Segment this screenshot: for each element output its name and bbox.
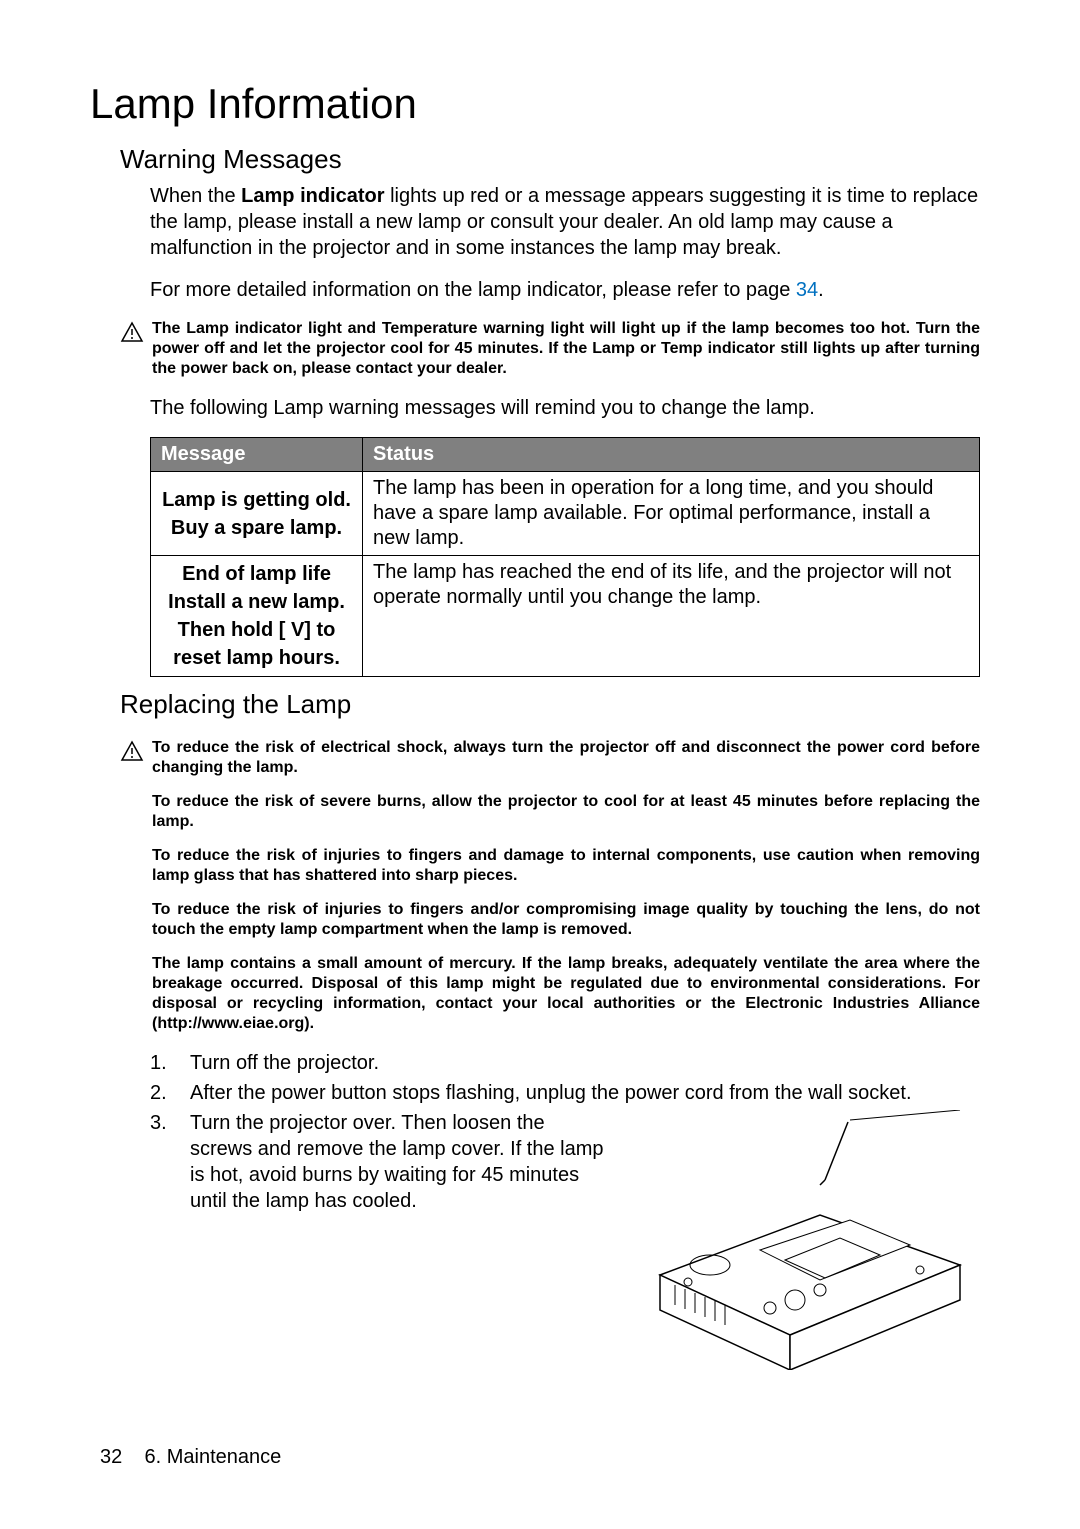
warning-text: The Lamp indicator light and Temperature… (152, 319, 980, 379)
section-replacing-heading: Replacing the Lamp (120, 689, 980, 720)
status-cell: The lamp has reached the end of its life… (363, 556, 980, 677)
msg-line: Lamp is getting old. (162, 489, 351, 511)
warning-text: To reduce the risk of electrical shock, … (152, 738, 980, 1034)
msg-line: End of lamp life (182, 563, 331, 585)
step-number: 2. (150, 1080, 190, 1106)
warning-icon (120, 740, 144, 767)
section-warning-heading: Warning Messages (120, 144, 980, 175)
warning-line: To reduce the risk of injuries to finger… (152, 900, 980, 940)
text: . (818, 279, 824, 301)
step-1: 1. Turn off the projector. (150, 1050, 980, 1076)
message-cell: Lamp is getting old. Buy a spare lamp. (151, 472, 363, 556)
page-title: Lamp Information (90, 80, 980, 128)
table-row: End of lamp life Install a new lamp. The… (151, 556, 980, 677)
step-2: 2. After the power button stops flashing… (150, 1080, 980, 1106)
step-number: 3. (150, 1110, 190, 1370)
message-cell: End of lamp life Install a new lamp. The… (151, 556, 363, 677)
text: When the (150, 185, 241, 207)
msg-line: Buy a spare lamp. (171, 517, 342, 539)
chapter-label: 6. Maintenance (144, 1446, 281, 1468)
page-reference-link[interactable]: 34 (796, 279, 818, 301)
warning-line: To reduce the risk of severe burns, allo… (152, 792, 980, 832)
warning-para-3: The following Lamp warning messages will… (150, 395, 980, 421)
warning-line: To reduce the risk of electrical shock, … (152, 738, 980, 778)
warning-icon (120, 321, 144, 348)
warning-para-1: When the Lamp indicator lights up red or… (150, 183, 980, 261)
text: For more detailed information on the lam… (150, 279, 796, 301)
status-cell: The lamp has been in operation for a lon… (363, 472, 980, 556)
warning-line: The Lamp indicator light and Temperature… (152, 319, 980, 379)
step-text: Turn the projector over. Then loosen the… (190, 1110, 620, 1370)
step-3: 3. Turn the projector over. Then loosen … (150, 1110, 980, 1370)
page-number: 32 (100, 1446, 122, 1468)
page-footer: 32 6. Maintenance (100, 1446, 281, 1469)
msg-line: Install a new lamp. (168, 591, 345, 613)
bold-text: Lamp indicator (241, 185, 384, 207)
lamp-messages-table: Message Status Lamp is getting old. Buy … (150, 437, 980, 677)
step-text: Turn off the projector. (190, 1050, 980, 1076)
step-number: 1. (150, 1050, 190, 1076)
warning-callout-1: The Lamp indicator light and Temperature… (120, 319, 980, 379)
table-header-message: Message (151, 438, 363, 472)
step-text: After the power button stops flashing, u… (190, 1080, 980, 1106)
warning-line: To reduce the risk of injuries to finger… (152, 846, 980, 886)
warning-line: The lamp contains a small amount of merc… (152, 954, 980, 1034)
projector-illustration (620, 1110, 980, 1370)
steps-list: 1. Turn off the projector. 2. After the … (150, 1050, 980, 1370)
warning-para-2: For more detailed information on the lam… (150, 277, 980, 303)
table-header-status: Status (363, 438, 980, 472)
warning-callout-2: To reduce the risk of electrical shock, … (120, 738, 980, 1034)
msg-line: Then hold [ V] to reset lamp hours. (173, 619, 340, 669)
table-row: Lamp is getting old. Buy a spare lamp. T… (151, 472, 980, 556)
